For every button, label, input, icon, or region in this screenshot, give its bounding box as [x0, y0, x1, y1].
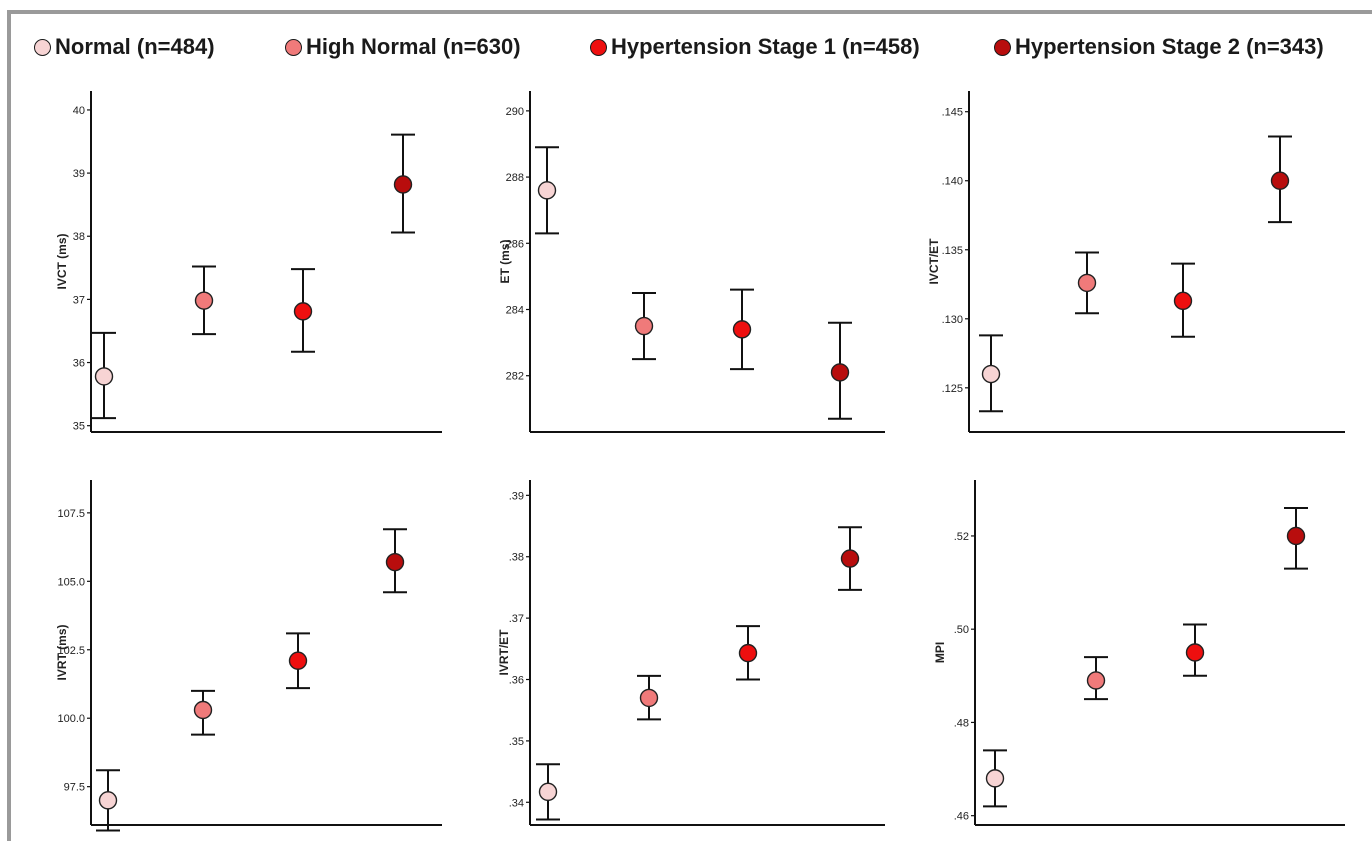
- ivct-et-tick-label: .135: [942, 245, 963, 257]
- ivct-ms-tick-label: 35: [73, 421, 85, 433]
- legend-marker-stage1: [590, 38, 607, 56]
- legend-item-stage2: Hypertension Stage 2 (n=343): [994, 30, 1324, 64]
- ivct-et-axis-title: IVCT/ET: [927, 238, 941, 285]
- ivrt-et-tick-label: .39: [509, 490, 524, 502]
- ivrt-ms-mean-point-hypertension-stage-2-n-343: [385, 552, 405, 572]
- ivct-ms-tick-label: 38: [73, 231, 85, 243]
- ivct-et-mean-point-high-normal-n-630: [1077, 273, 1097, 293]
- mpi-tick-label: .46: [954, 811, 969, 823]
- et-ms-tick-label: 290: [506, 106, 524, 118]
- et-ms-tick-label: 282: [506, 371, 524, 383]
- ivrt-et-mean-point-hypertension-stage-2-n-343: [840, 549, 860, 568]
- et-ms-mean-point-hypertension-stage-2-n-343: [830, 363, 850, 382]
- chart-panel-et-ms: 282 284 286 288 290 ET (ms): [498, 91, 885, 433]
- mpi-mean-point-normal-n-484: [985, 769, 1005, 788]
- ivct-ms-tick-label: 39: [73, 168, 85, 180]
- ivct-ms-mean-point-high-normal-n-630: [194, 291, 214, 310]
- legend-label-high-normal: High Normal (n=630): [306, 34, 521, 59]
- ivct-et-mean-point-hypertension-stage-2-n-343: [1270, 171, 1290, 190]
- legend-item-normal: Normal (n=484): [34, 30, 215, 64]
- ivct-ms-mean-point-hypertension-stage-1-n-458: [293, 302, 313, 321]
- ivct-ms-tick-label: 37: [73, 294, 85, 306]
- legend-marker-high-normal: [285, 38, 302, 56]
- chart-panel-ivct-et: .125 .130 .135 .140 .145 IVCT/ET: [927, 91, 1345, 433]
- ivct-et-tick-label: .145: [942, 107, 963, 119]
- ivrt-et-mean-point-normal-n-484: [538, 782, 558, 802]
- et-ms-mean-point-normal-n-484: [537, 181, 557, 200]
- ivct-et-tick-label: .125: [942, 383, 963, 395]
- mpi-axis-title: MPI: [933, 642, 947, 663]
- ivct-ms-axis-title: IVCT (ms): [55, 233, 69, 289]
- ivct-et-tick-label: .130: [942, 314, 963, 326]
- ivct-ms-tick-label: 40: [73, 105, 85, 117]
- ivct-et-mean-point-hypertension-stage-1-n-458: [1173, 291, 1193, 311]
- et-ms-tick-label: 286: [506, 238, 524, 250]
- ivrt-et-tick-label: .38: [509, 552, 524, 564]
- ivrt-ms-tick-label: 105.0: [57, 576, 85, 588]
- ivct-ms-mean-point-normal-n-484: [94, 367, 114, 386]
- mpi-mean-point-hypertension-stage-2-n-343: [1286, 526, 1306, 546]
- legend-item-stage1: Hypertension Stage 1 (n=458): [590, 30, 920, 64]
- mpi-tick-label: .48: [954, 717, 969, 729]
- legend-marker-stage2: [994, 38, 1011, 56]
- chart-panel-mpi: .46 .48 .50 .52 MPI: [933, 480, 1345, 826]
- legend-item-high-normal: High Normal (n=630): [285, 30, 521, 64]
- ivrt-ms-tick-label: 100.0: [57, 713, 85, 725]
- et-ms-tick-label: 284: [506, 305, 524, 317]
- ivrt-et-tick-label: .34: [509, 797, 524, 809]
- et-ms-tick-label: 288: [506, 172, 524, 184]
- ivrt-et-tick-label: .37: [509, 613, 524, 625]
- ivrt-ms-tick-label: 107.5: [57, 508, 85, 520]
- ivrt-ms-axis-title: IVRT (ms): [55, 624, 69, 680]
- et-ms-mean-point-hypertension-stage-1-n-458: [732, 320, 752, 339]
- ivct-et-mean-point-normal-n-484: [981, 364, 1001, 384]
- legend-marker-normal: [34, 38, 51, 56]
- ivrt-et-tick-label: .36: [509, 675, 524, 687]
- ivrt-et-axis-title: IVRT/ET: [497, 629, 511, 676]
- ivct-ms-tick-label: 36: [73, 358, 85, 370]
- chart-panel-ivrt-ms: 97.5 100.0 102.5 105.0 107.5 IVRT (ms): [55, 480, 442, 832]
- ivrt-ms-mean-point-high-normal-n-630: [193, 700, 213, 720]
- ivrt-et-mean-point-hypertension-stage-1-n-458: [738, 643, 758, 663]
- mpi-tick-label: .50: [954, 624, 969, 636]
- mpi-tick-label: .52: [954, 531, 969, 543]
- ivct-et-tick-label: .140: [942, 176, 963, 188]
- ivrt-ms-tick-label: 102.5: [57, 645, 85, 657]
- ivrt-ms-mean-point-normal-n-484: [98, 791, 118, 810]
- chart-panel-ivct-ms: 35 36 37 38 39 40 IVCT (ms): [55, 91, 442, 433]
- mpi-mean-point-high-normal-n-630: [1086, 671, 1106, 690]
- ivrt-et-mean-point-high-normal-n-630: [639, 688, 659, 708]
- ivrt-ms-mean-point-hypertension-stage-1-n-458: [288, 651, 308, 670]
- figure-frame: [7, 10, 1372, 841]
- et-ms-mean-point-high-normal-n-630: [634, 316, 654, 336]
- ivrt-et-tick-label: .35: [509, 736, 524, 748]
- mpi-mean-point-hypertension-stage-1-n-458: [1185, 643, 1205, 662]
- ivct-ms-mean-point-hypertension-stage-2-n-343: [393, 175, 413, 194]
- ivrt-ms-tick-label: 97.5: [64, 782, 85, 794]
- et-ms-axis-title: ET (ms): [498, 239, 512, 283]
- legend-label-stage2: Hypertension Stage 2 (n=343): [1015, 34, 1324, 59]
- legend-label-stage1: Hypertension Stage 1 (n=458): [611, 34, 920, 59]
- legend-label-normal: Normal (n=484): [55, 34, 215, 59]
- chart-panel-ivrt-et: .34 .35 .36 .37 .38 .39 IVRT/ET: [497, 480, 885, 826]
